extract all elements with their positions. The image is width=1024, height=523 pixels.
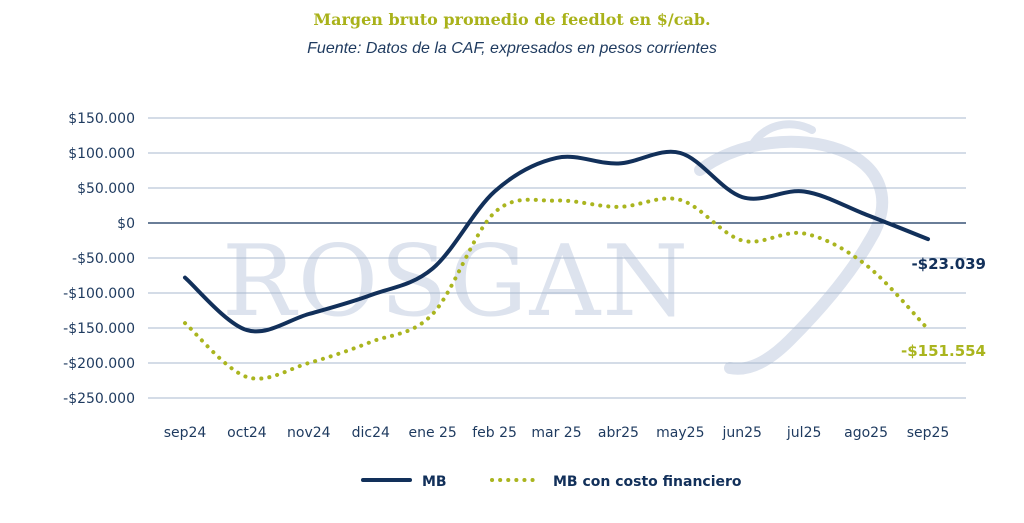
x-tick-label: nov24 [287, 425, 331, 441]
chart-title: Margen bruto promedio de feedlot en $/ca… [313, 10, 711, 29]
y-tick-label: $50.000 [77, 181, 135, 197]
end-label-mb-financiero: -$151.554 [901, 342, 986, 360]
y-tick-label: -$250.000 [63, 391, 135, 407]
watermark-bull-horn [746, 120, 816, 154]
x-tick-label: abr25 [598, 425, 639, 441]
y-tick-label: -$100.000 [63, 286, 135, 302]
x-tick-label: jun25 [722, 425, 762, 441]
series [183, 149, 930, 381]
end-label-mb: -$23.039 [911, 255, 986, 273]
x-tick-label: mar 25 [531, 425, 581, 441]
y-tick-label: -$150.000 [63, 321, 135, 337]
x-tick-label: sep25 [907, 425, 950, 441]
y-axis: $150.000 $100.000 $50.000 $0 -$50.000 -$100.0… [63, 111, 135, 407]
legend: MB MB con costo financiero [361, 474, 742, 490]
watermark-bull-head [694, 135, 889, 375]
x-axis: sep24 oct24 nov24 dic24 ene 25 feb 25 mar 25 ab… [164, 425, 950, 441]
series-line-mb [183, 149, 930, 334]
x-tick-label: ago25 [844, 425, 888, 441]
x-tick-label: feb 25 [472, 425, 517, 441]
y-tick-label: -$200.000 [63, 356, 135, 372]
grid [148, 117, 966, 399]
x-tick-label: oct24 [227, 425, 267, 441]
y-tick-label: $0 [117, 216, 135, 232]
y-tick-label: $100.000 [68, 146, 135, 162]
x-tick-label: jul25 [786, 425, 821, 441]
legend-label-mb: MB [422, 474, 447, 490]
x-tick-label: sep24 [164, 425, 207, 441]
x-tick-label: dic24 [352, 425, 390, 441]
end-labels: -$23.039 -$151.554 [901, 255, 986, 360]
chart-subtitle: Fuente: Datos de la CAF, expresados en p… [307, 40, 717, 57]
y-tick-label: $150.000 [68, 111, 135, 127]
x-tick-label: may25 [656, 425, 704, 441]
legend-label-mb-financiero: MB con costo financiero [553, 474, 742, 490]
y-tick-label: -$50.000 [72, 251, 135, 267]
series-line-mb-financiero [183, 196, 930, 381]
x-tick-label: ene 25 [408, 425, 456, 441]
